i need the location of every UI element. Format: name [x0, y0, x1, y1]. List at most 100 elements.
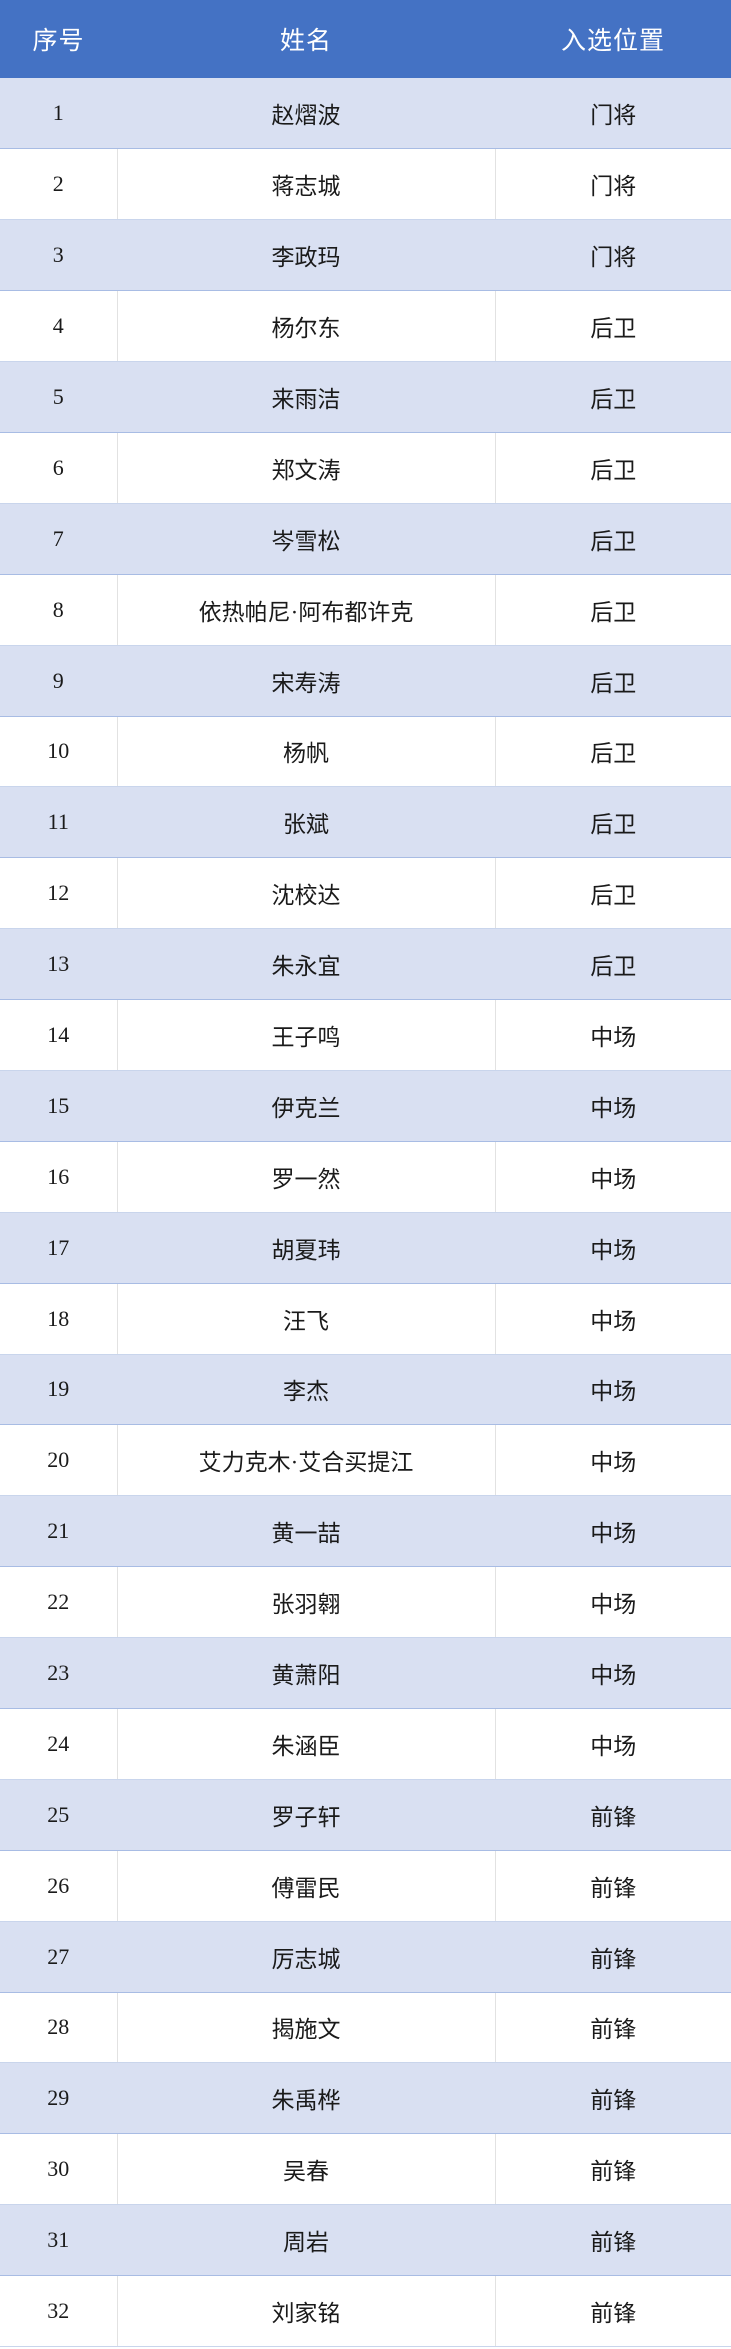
cell-player-position: 后卫 — [495, 644, 731, 717]
cell-player-index: 23 — [0, 1637, 118, 1709]
cell-player-position: 后卫 — [495, 928, 731, 1001]
cell-player-position: 中场 — [495, 1211, 731, 1284]
table-row: 1 赵熠波 门将 — [0, 78, 731, 150]
cell-player-position: 前锋 — [495, 1778, 731, 1851]
cell-player-position: 前锋 — [495, 2275, 731, 2347]
cell-player-name: 张斌 — [117, 786, 496, 859]
cell-player-name: 杨尔东 — [117, 290, 496, 363]
cell-player-name: 李政玛 — [117, 219, 496, 292]
cell-player-position: 中场 — [495, 999, 731, 1071]
cell-player-position: 中场 — [495, 1566, 731, 1639]
cell-player-name: 伊克兰 — [117, 1069, 496, 1142]
cell-player-position: 中场 — [495, 1069, 731, 1142]
table-row: 24 朱涵臣 中场 — [0, 1707, 731, 1780]
cell-player-name: 蒋志城 — [117, 148, 496, 221]
cell-player-index: 10 — [0, 715, 118, 788]
cell-player-name: 吴春 — [117, 2133, 496, 2206]
cell-player-name: 朱禹桦 — [117, 2062, 496, 2135]
cell-player-position: 后卫 — [495, 857, 731, 930]
cell-player-position: 门将 — [495, 219, 731, 292]
header-row: 序号 姓名 入选位置 — [0, 0, 731, 78]
cell-player-position: 后卫 — [495, 361, 731, 433]
table-row: 32 刘家铭 前锋 — [0, 2275, 731, 2347]
cell-player-index: 13 — [0, 928, 118, 1001]
cell-player-index: 7 — [0, 502, 118, 575]
cell-player-position: 前锋 — [495, 1991, 731, 2064]
cell-player-index: 16 — [0, 1140, 118, 1213]
cell-player-position: 后卫 — [495, 431, 731, 504]
column-header-index: 序号 — [32, 28, 85, 55]
cell-player-index: 11 — [0, 786, 118, 859]
cell-player-index: 27 — [0, 1920, 118, 1993]
cell-player-index: 5 — [0, 361, 118, 433]
cell-player-name: 朱永宜 — [117, 928, 496, 1001]
cell-player-index: 19 — [0, 1353, 118, 1426]
cell-player-position: 中场 — [495, 1637, 731, 1709]
cell-player-position: 后卫 — [495, 573, 731, 646]
cell-player-position: 前锋 — [495, 2062, 731, 2135]
table-row: 15 伊克兰 中场 — [0, 1069, 731, 1142]
cell-player-name: 厉志城 — [117, 1920, 496, 1993]
cell-player-index: 30 — [0, 2133, 118, 2206]
cell-player-index: 14 — [0, 999, 118, 1071]
table-row: 7 岑雪松 后卫 — [0, 502, 731, 575]
cell-player-index: 22 — [0, 1566, 118, 1639]
cell-player-name: 揭施文 — [117, 1991, 496, 2064]
cell-player-name: 黄萧阳 — [117, 1637, 496, 1709]
cell-player-index: 8 — [0, 573, 118, 646]
cell-player-name: 罗一然 — [117, 1140, 496, 1213]
cell-player-name: 罗子轩 — [117, 1778, 496, 1851]
cell-player-position: 前锋 — [495, 2133, 731, 2206]
cell-player-index: 31 — [0, 2204, 118, 2277]
table-row: 2 蒋志城 门将 — [0, 148, 731, 221]
cell-player-index: 29 — [0, 2062, 118, 2135]
cell-player-name: 胡夏玮 — [117, 1211, 496, 1284]
cell-player-index: 17 — [0, 1211, 118, 1284]
cell-player-position: 中场 — [495, 1707, 731, 1780]
cell-player-name: 艾力克木·艾合买提江 — [117, 1424, 496, 1497]
cell-player-position: 前锋 — [495, 1849, 731, 1922]
table-row: 16 罗一然 中场 — [0, 1140, 731, 1213]
cell-player-index: 32 — [0, 2275, 118, 2347]
table-row: 5 来雨洁 后卫 — [0, 361, 731, 433]
column-header-position: 入选位置 — [560, 28, 665, 55]
cell-player-name: 杨帆 — [117, 715, 496, 788]
cell-player-name: 依热帕尼·阿布都许克 — [117, 573, 496, 646]
cell-player-index: 24 — [0, 1707, 118, 1780]
cell-player-name: 郑文涛 — [117, 431, 496, 504]
table-row: 18 汪飞 中场 — [0, 1282, 731, 1355]
cell-player-name: 汪飞 — [117, 1282, 496, 1355]
table-row: 11 张斌 后卫 — [0, 786, 731, 859]
table-row: 8 依热帕尼·阿布都许克 后卫 — [0, 573, 731, 646]
table-row: 13 朱永宜 后卫 — [0, 928, 731, 1001]
cell-player-index: 15 — [0, 1069, 118, 1142]
cell-player-name: 刘家铭 — [117, 2275, 496, 2347]
cell-player-name: 李杰 — [117, 1353, 496, 1426]
cell-player-position: 门将 — [495, 78, 731, 150]
table-row: 26 傅雷民 前锋 — [0, 1849, 731, 1922]
table-row: 23 黄萧阳 中场 — [0, 1637, 731, 1709]
cell-player-name: 朱涵臣 — [117, 1707, 496, 1780]
table-row: 25 罗子轩 前锋 — [0, 1778, 731, 1851]
table-header: 序号 姓名 入选位置 — [0, 0, 731, 78]
cell-player-position: 中场 — [495, 1282, 731, 1355]
cell-player-index: 12 — [0, 857, 118, 930]
cell-player-position: 中场 — [495, 1353, 731, 1426]
cell-player-index: 1 — [0, 78, 118, 150]
cell-player-name: 王子鸣 — [117, 999, 496, 1071]
table-row: 31 周岩 前锋 — [0, 2204, 731, 2277]
cell-player-index: 2 — [0, 148, 118, 221]
table-body: 1 赵熠波 门将 2 蒋志城 门将 3 李政玛 门将 4 杨尔东 后卫 5 来雨洁 后卫 6 郑文涛 后卫 7 岑雪松… — [0, 78, 731, 2347]
table-row: 22 张羽翱 中场 — [0, 1566, 731, 1639]
cell-player-name: 赵熠波 — [117, 78, 496, 150]
cell-player-position: 后卫 — [495, 502, 731, 575]
cell-player-position: 门将 — [495, 148, 731, 221]
cell-player-position: 中场 — [495, 1424, 731, 1497]
cell-player-index: 6 — [0, 431, 118, 504]
cell-player-position: 后卫 — [495, 290, 731, 363]
table-row: 21 黄一喆 中场 — [0, 1495, 731, 1568]
cell-player-index: 4 — [0, 290, 118, 363]
table-row: 3 李政玛 门将 — [0, 219, 731, 292]
cell-player-position: 前锋 — [495, 2204, 731, 2277]
